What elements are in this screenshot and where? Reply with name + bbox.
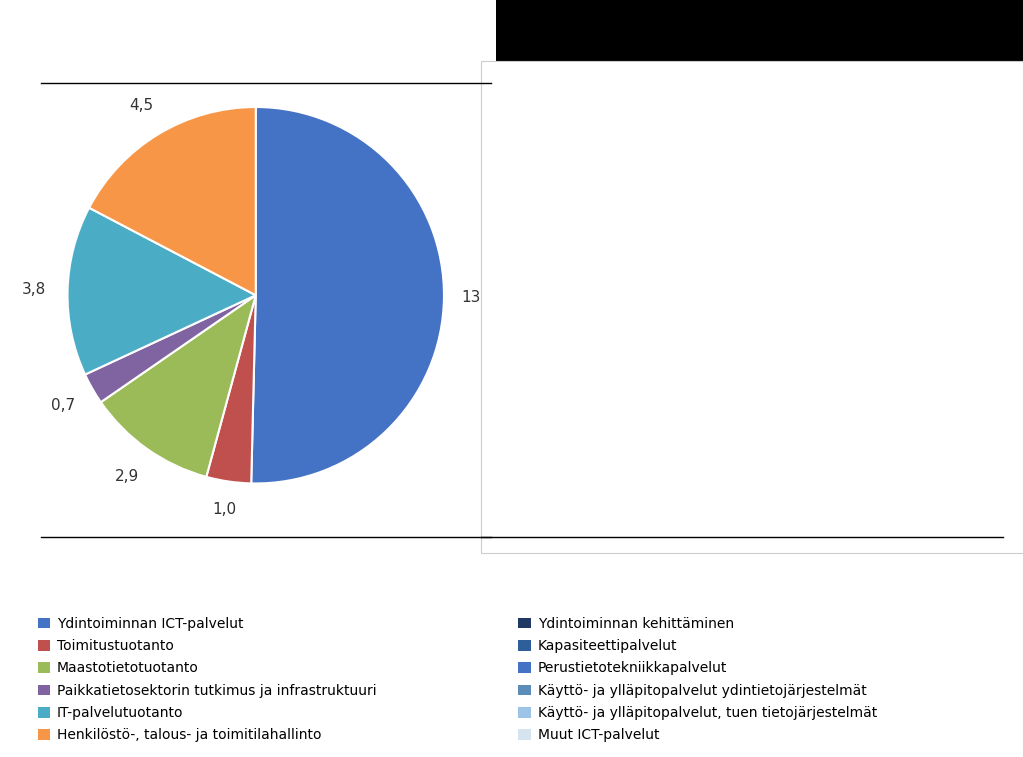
Text: 2,9: 2,9 [116,469,139,484]
Wedge shape [559,265,747,388]
Wedge shape [567,141,747,318]
Text: 1,9: 1,9 [929,416,953,431]
Wedge shape [85,295,256,402]
Text: 1,4: 1,4 [506,321,530,336]
Text: 3,4: 3,4 [895,157,920,173]
Wedge shape [573,318,855,506]
Text: 3,8: 3,8 [21,282,46,298]
Wedge shape [685,130,747,318]
Text: 4,5: 4,5 [129,98,152,113]
Text: 0,7: 0,7 [51,398,75,413]
Legend: Ydintoiminnan ICT-palvelut, Toimitustuotanto, Maastotietotuotanto, Paikkatietose: Ydintoiminnan ICT-palvelut, Toimitustuot… [38,617,376,743]
Text: 1,0: 1,0 [213,502,236,517]
Wedge shape [252,107,444,484]
Text: 13,1: 13,1 [461,291,495,305]
Text: 3,8: 3,8 [672,523,697,538]
Text: 0,7: 0,7 [698,92,722,107]
Text: 2,0: 2,0 [574,157,598,173]
Wedge shape [747,130,935,327]
Legend: Ydintoiminnan kehittäminen, Kapasiteettipalvelut, Perustietotekniikkapalvelut, K: Ydintoiminnan kehittäminen, Kapasiteetti… [519,617,877,743]
Wedge shape [101,295,256,477]
Wedge shape [68,207,256,375]
Wedge shape [207,295,256,484]
Wedge shape [89,107,256,295]
Wedge shape [747,318,934,471]
